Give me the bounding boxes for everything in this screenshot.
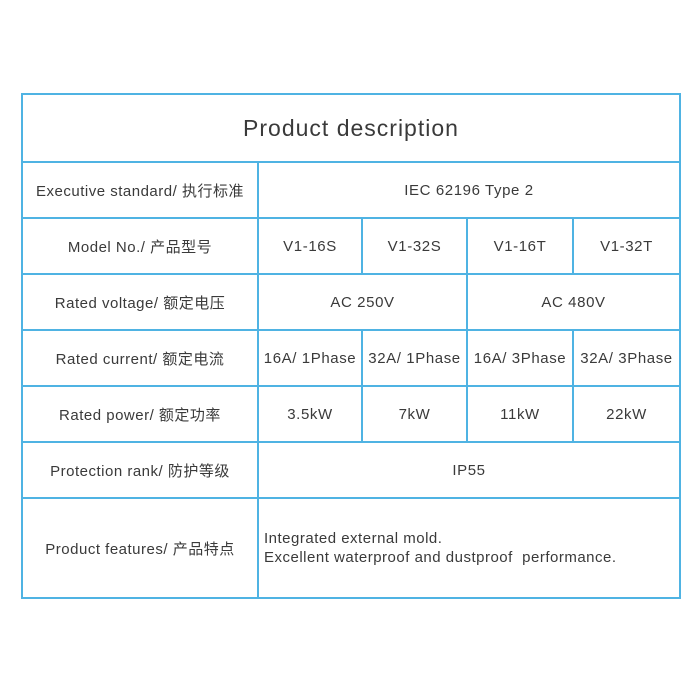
product-spec-table: Product description Executive standard/ …: [21, 93, 681, 599]
table-title: Product description: [21, 93, 681, 163]
table-row: Rated power/ 额定功率 3.5kW 7kW 11kW 22kW: [21, 385, 681, 443]
row-label-current: Rated current/ 额定电流: [21, 329, 259, 387]
power-value: 22kW: [572, 385, 681, 443]
model-value: V1-32S: [361, 217, 468, 275]
row-label-power: Rated power/ 额定功率: [21, 385, 259, 443]
current-value: 16A/ 3Phase: [466, 329, 574, 387]
model-value: V1-16S: [257, 217, 363, 275]
row-label-standard: Executive standard/ 执行标准: [21, 161, 259, 219]
row-label-model: Model No./ 产品型号: [21, 217, 259, 275]
protection-value: IP55: [257, 441, 681, 499]
current-value: 32A/ 1Phase: [361, 329, 468, 387]
table-row: Model No./ 产品型号 V1-16S V1-32S V1-16T V1-…: [21, 217, 681, 275]
feature-line: Integrated external mold.: [264, 530, 443, 547]
power-value: 11kW: [466, 385, 574, 443]
table-row: Rated voltage/ 额定电压 AC 250V AC 480V: [21, 273, 681, 331]
feature-line: Excellent waterproof and dustproof perfo…: [264, 549, 617, 566]
table-row: Rated current/ 额定电流 16A/ 1Phase 32A/ 1Ph…: [21, 329, 681, 387]
power-value: 7kW: [361, 385, 468, 443]
model-value: V1-16T: [466, 217, 574, 275]
table-row: Executive standard/ 执行标准 IEC 62196 Type …: [21, 161, 681, 219]
standard-value: IEC 62196 Type 2: [257, 161, 681, 219]
current-value: 16A/ 1Phase: [257, 329, 363, 387]
model-value: V1-32T: [572, 217, 681, 275]
features-value: Integrated external mold. Excellent wate…: [257, 497, 681, 599]
row-label-voltage: Rated voltage/ 额定电压: [21, 273, 259, 331]
voltage-value: AC 250V: [257, 273, 468, 331]
current-value: 32A/ 3Phase: [572, 329, 681, 387]
voltage-value: AC 480V: [466, 273, 681, 331]
row-label-features: Product features/ 产品特点: [21, 497, 259, 599]
row-label-protection: Protection rank/ 防护等级: [21, 441, 259, 499]
table-row: Protection rank/ 防护等级 IP55: [21, 441, 681, 499]
power-value: 3.5kW: [257, 385, 363, 443]
table-row: Product features/ 产品特点 Integrated extern…: [21, 497, 681, 599]
